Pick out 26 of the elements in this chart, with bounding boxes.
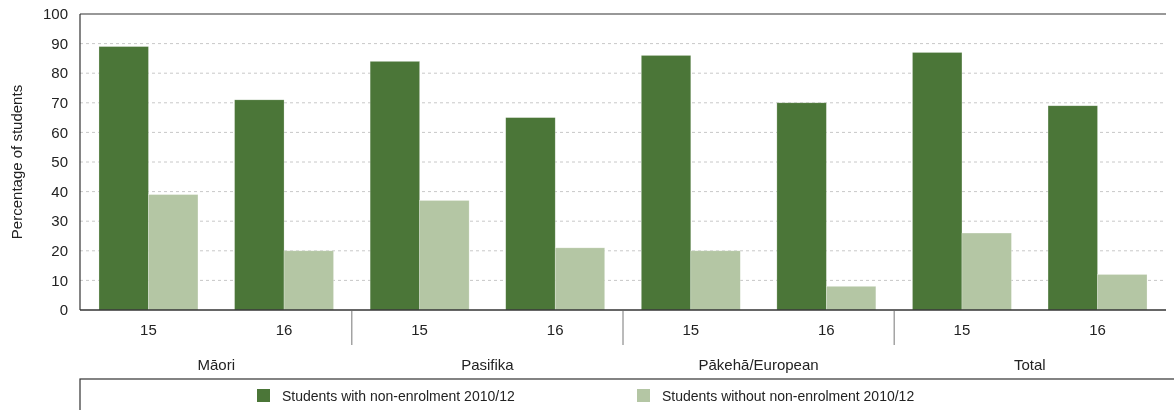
y-tick-label: 40 bbox=[51, 182, 68, 200]
y-tick-label: 50 bbox=[51, 153, 68, 171]
x-tick-label: 15 bbox=[953, 321, 971, 338]
y-tick-label: 30 bbox=[51, 212, 68, 230]
x-tick-label: 15 bbox=[411, 321, 428, 338]
y-tick-label: 70 bbox=[51, 94, 68, 112]
y-tick-label: 10 bbox=[51, 271, 68, 289]
legend-label: Students with non-enrolment 2010/12 bbox=[282, 387, 515, 404]
text: Total bbox=[1013, 356, 1046, 373]
text: Pākehā/European bbox=[698, 356, 819, 373]
x-tick-label: 15 bbox=[682, 321, 700, 338]
y-tick-label: 80 bbox=[51, 64, 68, 82]
y-axis-title: Percentage of students bbox=[8, 84, 25, 240]
text: Pasifika bbox=[461, 356, 515, 373]
y-tick-label: 60 bbox=[51, 123, 68, 141]
x-tick-label: 16 bbox=[275, 321, 293, 338]
y-tick-label: 20 bbox=[51, 242, 68, 260]
x-tick-label: 16 bbox=[546, 321, 564, 338]
y-tick-label: 0 bbox=[59, 301, 68, 319]
x-tick-label: 16 bbox=[818, 321, 835, 338]
y-tick-label: 90 bbox=[51, 34, 68, 52]
text: Māori bbox=[197, 356, 236, 373]
x-tick-label: 16 bbox=[1089, 321, 1106, 338]
x-tick-label: 15 bbox=[140, 321, 157, 338]
legend-label: Students without non-enrolment 2010/12 bbox=[662, 387, 915, 404]
y-tick-label: 100 bbox=[42, 5, 68, 23]
